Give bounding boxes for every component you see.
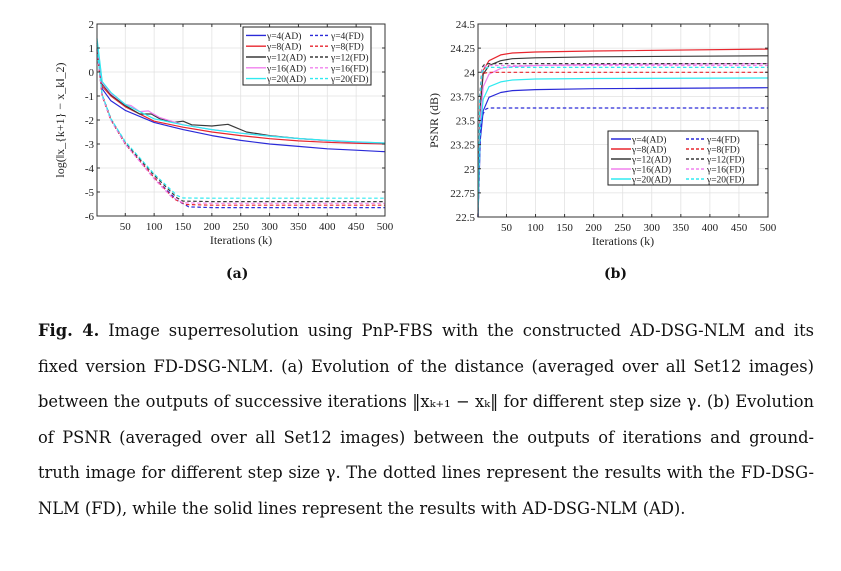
series-line--12-ad- [477, 55, 769, 218]
x-tick-label: 100 [146, 221, 163, 233]
chart-b-psnr: 50 100 150 200 250 300 350 400 450 500 22.5 22.75 23… [420, 0, 790, 255]
x-tick-label: 200 [204, 221, 221, 233]
y-tick-label: 24 [464, 67, 476, 79]
legend-entry-label: γ=8(FD) [706, 145, 740, 156]
figure-caption: Fig. 4. Image superresolution using PnP-… [38, 313, 814, 526]
x-tick-label: 50 [501, 222, 512, 234]
legend-entry-label: γ=12(FD) [330, 53, 369, 64]
caption-text: Image superresolution using PnP-FBS with… [38, 321, 814, 518]
x-tick-label: 300 [261, 221, 278, 233]
y-axis-label: PSNR (dB) [427, 93, 441, 148]
y-tick-label: -4 [85, 163, 95, 175]
x-tick-label: 50 [120, 221, 132, 233]
y-tick-label: -3 [85, 139, 95, 151]
chart-b-svg: 50 100 150 200 250 300 350 400 450 500 22.5 22.75 23… [427, 19, 777, 248]
x-tick-label: 400 [319, 221, 336, 233]
legend: γ=4(AD)γ=8(AD)γ=12(AD)γ=16(AD)γ=20(AD) γ=… [242, 26, 372, 86]
series-line--12-fd- [477, 62, 768, 218]
chart-a-svg: 50 100 150 200 250 300 350 400 450 500 -6 -5 -4 -3 -2 -… [53, 19, 394, 247]
x-axis-label: Iterations (k) [210, 233, 272, 247]
subfigure-label-b: (b) [604, 266, 628, 282]
legend-entry-label: γ=12(AD) [631, 155, 671, 166]
legend-entry-label: γ=12(FD) [706, 155, 745, 166]
legend-box [242, 26, 372, 86]
y-tick-label: 24.25 [450, 43, 475, 55]
series-line--8-ad- [96, 45, 386, 145]
series-line--4-ad- [477, 87, 769, 218]
y-tick-label: 22.5 [456, 212, 476, 224]
y-tick-label: 23 [464, 164, 476, 176]
legend-entry-label: γ=12(AD) [266, 53, 306, 64]
legend-entry-label: γ=8(AD) [631, 145, 666, 156]
x-tick-label: 350 [290, 221, 307, 233]
legend-entry-label: γ=20(FD) [706, 175, 745, 186]
subfigure-label-a: (a) [226, 266, 249, 282]
legend-entry-label: γ=16(FD) [330, 63, 369, 74]
x-tick-label: 500 [377, 221, 394, 233]
y-tick-label: 23.25 [450, 140, 475, 152]
series-line--20-fd- [96, 47, 385, 199]
series-line--4-ad- [96, 47, 386, 153]
legend-entry-label: γ=4(AD) [266, 31, 301, 42]
x-tick-label: 150 [175, 221, 192, 233]
y-tick-label: -6 [85, 211, 95, 223]
legend-entry-label: γ=8(AD) [266, 42, 301, 53]
legend-entry-label: γ=16(FD) [706, 165, 745, 176]
x-tick-label: 450 [348, 221, 365, 233]
y-tick-label: 22.75 [450, 188, 475, 200]
x-tick-label: 100 [527, 222, 544, 234]
x-tick-label: 250 [232, 221, 249, 233]
y-tick-label: 2 [89, 19, 95, 31]
series-group [96, 38, 386, 209]
x-tick-label: 400 [702, 222, 719, 234]
series-line--16-ad- [477, 63, 769, 218]
legend-entry-label: γ=20(AD) [266, 74, 306, 85]
x-tick-label: 350 [673, 222, 690, 234]
legend-entry-label: γ=16(AD) [631, 165, 671, 176]
legend-entry-label: γ=4(FD) [706, 135, 740, 146]
legend-entry-label: γ=4(FD) [330, 31, 364, 42]
y-tick-label: -2 [85, 115, 94, 127]
legend-entry-label: γ=4(AD) [631, 135, 666, 146]
y-tick-label: 23.5 [456, 116, 476, 128]
x-tick-label: 450 [731, 222, 748, 234]
x-tick-label: 150 [556, 222, 573, 234]
legend-box [607, 130, 759, 186]
x-tick-label: 200 [585, 222, 602, 234]
legend-entry-label: γ=8(FD) [330, 42, 364, 53]
legend-entry-label: γ=16(AD) [266, 63, 306, 74]
series-line--20-ad- [477, 77, 769, 218]
x-tick-label: 500 [760, 222, 777, 234]
legend-entry-label: γ=20(AD) [631, 175, 671, 186]
legend-entry-label: γ=20(FD) [330, 74, 369, 85]
legend: γ=4(AD)γ=8(AD)γ=12(AD)γ=16(AD)γ=20(AD) γ=… [607, 130, 759, 186]
chart-a-distance: 50 100 150 200 250 300 350 400 450 500 -6 -5 -4 -3 -2 -… [40, 0, 410, 255]
y-tick-label: -1 [85, 91, 94, 103]
y-tick-label: -5 [85, 187, 95, 199]
y-tick-label: 1 [89, 43, 95, 55]
y-tick-label: 24.5 [456, 19, 476, 31]
y-tick-label: 23.75 [450, 91, 475, 103]
y-axis-label: log(‖x_{k+1} − x_k‖_2) [53, 62, 67, 177]
x-tick-label: 300 [644, 222, 661, 234]
figure-number: Fig. 4. [38, 321, 100, 340]
y-tick-label: 0 [89, 67, 95, 79]
series-line--20-ad- [96, 38, 386, 144]
x-tick-label: 250 [614, 222, 631, 234]
x-axis-label: Iterations (k) [592, 234, 654, 248]
